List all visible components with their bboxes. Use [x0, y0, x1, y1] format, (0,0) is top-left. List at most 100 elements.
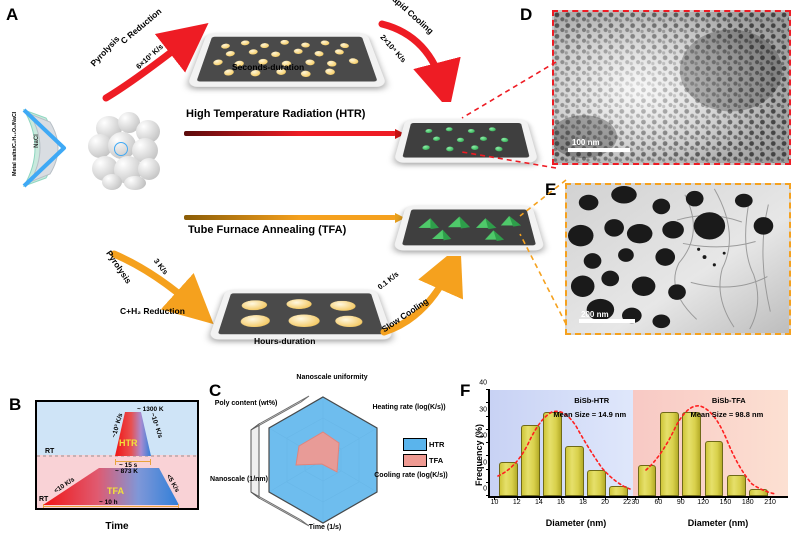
x-tick-tfa-3: 120 [697, 499, 709, 506]
htr-xlabel: Diameter (nm) [545, 518, 607, 528]
x-tick-htr-3: 16 [557, 499, 565, 506]
panel-b-plot: ~ 1300 K ~10³ K/s ~10⁴ K/s HTR ~ 15 s RT… [35, 400, 199, 510]
tfa-duration-line [43, 503, 179, 508]
bar-tfa-5 [726, 475, 746, 496]
scale-bar-label-e: 200 nm [581, 310, 609, 319]
radar-axis-label-cooling: Cooling rate (log(K/s)) [374, 472, 448, 479]
pyramid [499, 215, 522, 230]
x-tick-tfa-1: 60 [654, 499, 663, 506]
pyramid [447, 216, 470, 231]
htr-process-label: High Temperature Radiation (HTR) [186, 108, 366, 120]
panel-f-letter: F [460, 381, 471, 400]
tem-image-d [552, 10, 791, 165]
panel-a-schematic: A Metal salts/C₆H₁₂O₆/NaCl NaCl [0, 0, 546, 372]
x-tick-tfa-5: 180 [741, 499, 754, 506]
radar-axis-label-uniformity: Nanoscale uniformity [296, 374, 368, 381]
legend-label-htr: HTR [429, 440, 445, 449]
legend-swatch-htr [403, 438, 427, 451]
y-tick-30: 30 [479, 406, 487, 413]
radar-plot [250, 395, 378, 527]
histogram-plot-area: 0 10 20 30 40 BiSb-HTR Mean Size = 14.9 … [479, 380, 788, 506]
panel-d-tem: D 100 nm [520, 6, 791, 165]
y-tick-20: 20 [479, 432, 487, 440]
tfa-name: TFA [107, 486, 124, 496]
nacl-label: NaCl [33, 134, 40, 148]
bar-htr-1 [498, 462, 518, 496]
panel-c-letter: C [209, 381, 222, 400]
tfa-xlabel: Diameter (nm) [687, 518, 749, 528]
htr-mean-size: Mean Size = 14.9 nm [553, 410, 627, 419]
x-tick-htr-5: 20 [601, 499, 609, 506]
tfa-peak-label: ~ 873 K [115, 468, 138, 475]
panel-c-radar: C Nanoscale uniformity Heating rate (log… [205, 374, 455, 541]
bar-htr-5 [587, 470, 606, 496]
htr-rt-label: RT [45, 448, 55, 455]
x-tick-htr-1: 12 [512, 499, 521, 506]
panel-e-tem: E [545, 181, 791, 335]
rapid-cooling-arrow [378, 20, 461, 102]
tfa-product-tray [392, 190, 546, 251]
tfa-tray [208, 272, 394, 340]
x-tick-tfa-6: 210 [764, 499, 776, 506]
tfa-mean-size: Mean Size = 98.8 nm [690, 410, 764, 419]
radar-axis-label-poly: Poly content (wt%) [214, 400, 278, 407]
x-tick-htr-4: 18 [579, 499, 587, 506]
legend-swatch-tfa [403, 454, 427, 467]
bar-htr-6 [609, 486, 628, 496]
bar-tfa-4 [704, 441, 724, 496]
htr-process-arrow [184, 131, 396, 136]
bar-htr-3 [543, 411, 562, 496]
precursor-fan [16, 108, 68, 188]
tfa-pyrolysis-arrow [110, 250, 214, 325]
panel-e-letter: E [545, 180, 557, 199]
bar-htr-4 [565, 446, 584, 496]
x-tick-tfa-0: 30 [631, 499, 640, 506]
precursor-cluster [86, 112, 166, 190]
tfa-reduction-label: C+H₂ Reduction [120, 306, 185, 316]
bar-tfa-1 [637, 464, 657, 496]
bar-tfa-6 [749, 488, 768, 496]
precursor-label-wrap: Metal salts/C₆H₁₂O₆/NaCl [6, 112, 18, 184]
tfa-process-label: Tube Furnace Annealing (TFA) [188, 224, 347, 236]
panel-b-letter: B [9, 395, 22, 414]
radar-axis-label-heating: Heating rate (log(K/s)) [372, 404, 446, 411]
y-tick-10: 10 [479, 459, 487, 466]
htr-tray-caption: Seconds-duration [232, 62, 305, 72]
htr-product-tray [393, 104, 539, 163]
panel-d-letter: D [520, 5, 533, 24]
x-tick-htr-6: 22 [623, 499, 631, 506]
htr-tray [186, 14, 388, 87]
x-tick-htr-2: 14 [534, 499, 543, 506]
panel-f-histogram: F Frequency (%) 0 10 20 30 40 [458, 378, 796, 538]
radar-axis-label-nanoscale: Nanoscale (1/nm) [210, 476, 268, 483]
htr-duration-label: ~ 15 s [119, 462, 138, 469]
bar-htr-2 [520, 425, 540, 496]
htr-background [37, 402, 197, 455]
panel-b-temperature-profile: B Temperature (K) ~ 1300 K ~10³ K/s ~10⁴… [5, 392, 203, 536]
slow-cooling-arrow [380, 256, 464, 336]
x-tick-htr-0: 10 [490, 499, 499, 506]
htr-pyrolysis-arrow [102, 23, 209, 102]
y-tick-0: 0 [483, 485, 487, 493]
htr-name: HTR [119, 438, 138, 448]
htr-peak-label: ~ 1300 K [137, 406, 164, 413]
radar-axis-label-time: Time (1/s) [308, 524, 342, 531]
htr-series-title: BiSb-HTR [574, 396, 610, 405]
tfa-process-arrow [184, 215, 396, 220]
pyramid [432, 229, 453, 244]
x-tick-tfa-2: 90 [676, 499, 685, 506]
legend-label-tfa: TFA [429, 456, 444, 465]
x-tick-tfa-4: 150 [719, 499, 732, 506]
tem-image-e [565, 183, 791, 335]
tfa-series-title: BiSb-TFA [711, 396, 746, 405]
panel-a-letter: A [6, 5, 19, 24]
htr-duration-line [115, 458, 151, 465]
scale-bar-label-d: 100 nm [572, 138, 600, 147]
y-tick-40: 40 [479, 379, 487, 387]
pyramid [484, 230, 504, 244]
tfa-duration-label: ~ 10 h [99, 499, 118, 506]
tfa-rt-label: RT [39, 496, 49, 503]
tfa-tray-caption: Hours-duration [254, 336, 316, 346]
bar-tfa-3 [682, 411, 701, 496]
panel-b-curves [37, 412, 197, 505]
